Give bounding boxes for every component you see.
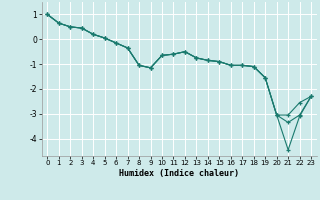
X-axis label: Humidex (Indice chaleur): Humidex (Indice chaleur)	[119, 169, 239, 178]
